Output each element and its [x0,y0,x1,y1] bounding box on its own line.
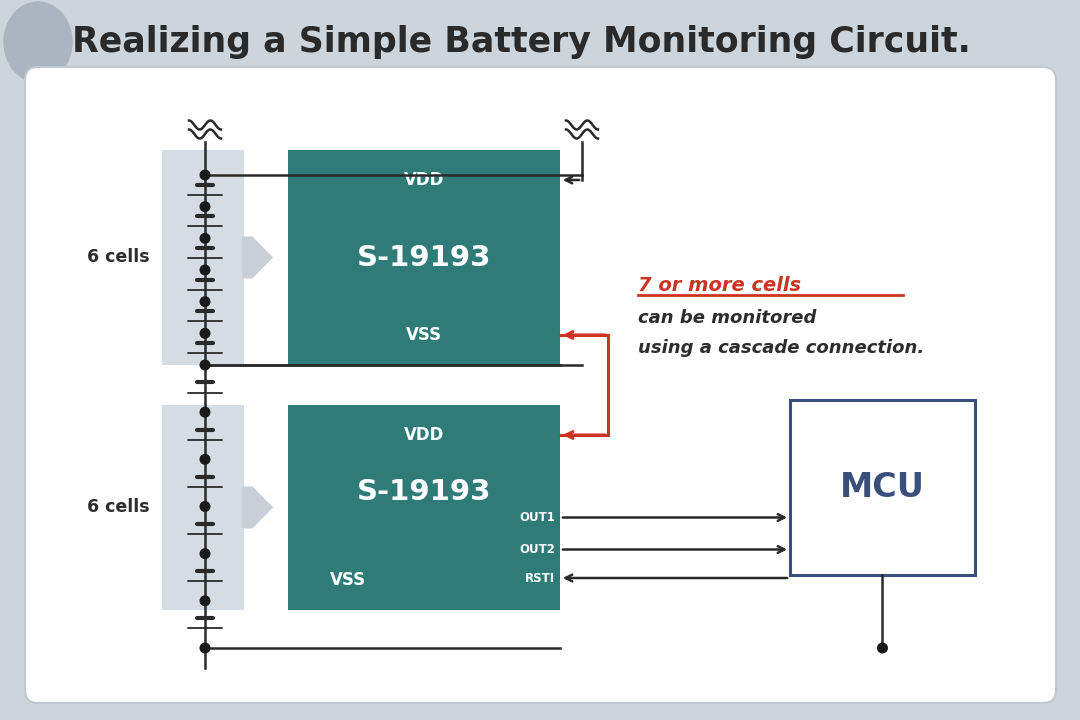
Text: OUT2: OUT2 [519,543,555,556]
Circle shape [200,328,210,338]
Text: Realizing a Simple Battery Monitoring Circuit.: Realizing a Simple Battery Monitoring Ci… [72,25,971,59]
Circle shape [200,297,210,307]
Text: 6 cells: 6 cells [86,248,149,266]
Circle shape [200,265,210,275]
Ellipse shape [4,2,72,82]
Text: VSS: VSS [329,571,366,589]
Text: 6 cells: 6 cells [86,498,149,516]
FancyBboxPatch shape [162,405,244,610]
FancyBboxPatch shape [288,150,561,365]
Circle shape [200,549,210,559]
Text: using a cascade connection.: using a cascade connection. [638,339,924,357]
Circle shape [200,170,210,180]
Text: OUT1: OUT1 [519,511,555,524]
Circle shape [200,233,210,243]
Circle shape [200,408,210,417]
Circle shape [200,502,210,511]
Circle shape [878,643,888,653]
FancyBboxPatch shape [25,67,1056,703]
Circle shape [200,202,210,212]
FancyBboxPatch shape [162,150,244,365]
Circle shape [200,596,210,606]
Circle shape [200,454,210,464]
Text: MCU: MCU [840,471,924,504]
Text: RSTI: RSTI [525,572,555,585]
Text: S-19193: S-19193 [356,243,491,271]
Text: VSS: VSS [406,326,442,344]
FancyArrow shape [242,487,273,528]
FancyBboxPatch shape [789,400,975,575]
Text: 7 or more cells: 7 or more cells [638,276,801,294]
FancyBboxPatch shape [288,405,561,610]
FancyArrow shape [242,236,273,279]
Text: VDD: VDD [404,426,444,444]
Circle shape [200,360,210,370]
Text: VDD: VDD [404,171,444,189]
Text: can be monitored: can be monitored [638,309,816,327]
Circle shape [200,643,210,653]
Text: S-19193: S-19193 [356,479,491,506]
